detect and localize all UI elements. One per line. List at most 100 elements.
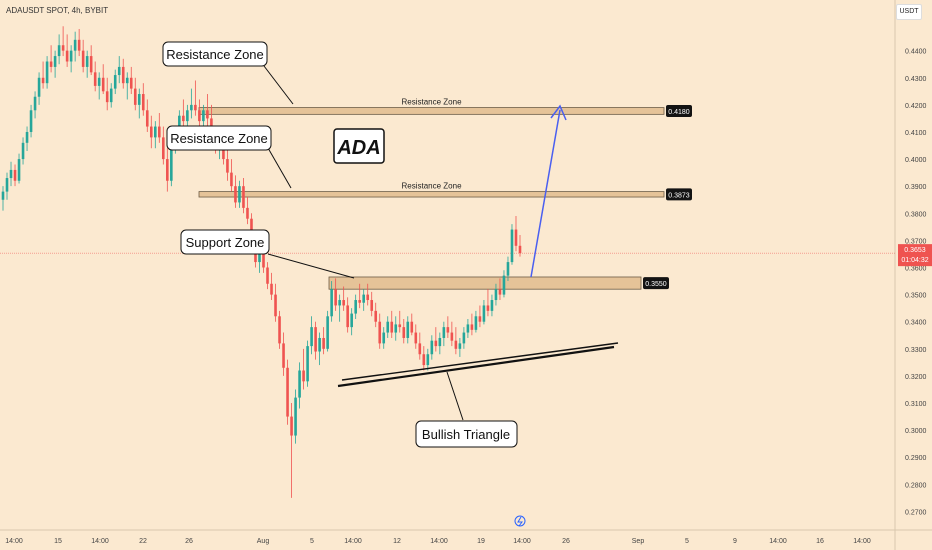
y-tick-label: 0.4100 (905, 130, 927, 137)
x-tick-label: Aug (257, 538, 270, 545)
candle-body (77, 39, 81, 51)
candle-body (470, 324, 474, 330)
candle-body (238, 186, 241, 203)
y-tick-label: 0.2700 (905, 509, 927, 516)
candle-body (194, 104, 197, 111)
candle-body (9, 169, 13, 179)
candle-body (21, 142, 25, 160)
x-tick-label: 14:00 (513, 538, 531, 545)
y-tick-label: 0.2900 (905, 455, 927, 462)
candle-body (230, 172, 233, 187)
candle-body (53, 56, 57, 67)
candle-body (37, 77, 41, 97)
candle-body (406, 321, 410, 338)
x-tick-label: 14:00 (91, 538, 109, 545)
x-tick-label: 14:00 (430, 538, 448, 545)
candle-body (478, 316, 482, 322)
candle-body (202, 110, 205, 122)
candle-body (234, 186, 237, 203)
callout-support-text: Support Zone (186, 235, 265, 250)
candle-body (362, 294, 365, 303)
candle-body (25, 131, 29, 143)
candle-body (226, 159, 229, 173)
title-box: ADA (333, 128, 385, 164)
target-arrow-head (550, 104, 567, 121)
zone-price-label: 0.3550 (645, 281, 667, 288)
candle-body (402, 327, 406, 338)
x-tick-label: 26 (562, 538, 570, 545)
zone-rect (328, 276, 642, 290)
candle-body (338, 300, 341, 306)
candle-body (414, 332, 418, 344)
x-tick-label: 14:00 (769, 538, 787, 545)
candle-body (65, 50, 69, 62)
y-tick-label: 0.2800 (905, 482, 927, 489)
candle-body (133, 88, 137, 105)
candle-body (518, 245, 522, 254)
y-tick-label: 0.4300 (905, 76, 927, 83)
candle-body (318, 337, 321, 352)
candle-body (162, 137, 165, 160)
candle-body (458, 343, 462, 349)
candle-body (266, 267, 269, 284)
candle-body (258, 251, 261, 263)
candle-body (322, 337, 325, 349)
x-tick-label: 12 (393, 538, 401, 545)
x-tick-label: 14:00 (5, 538, 23, 545)
x-tick-label: 14:00 (853, 538, 871, 545)
y-tick-label: 0.3200 (905, 374, 927, 381)
candle-body (198, 110, 201, 122)
x-tick-label: 26 (185, 538, 193, 545)
zone-price-badge (643, 277, 669, 290)
x-tick-label: 5 (685, 538, 689, 545)
target-arrow (530, 109, 561, 278)
triangle-lower-line (337, 345, 615, 388)
callout-pointer-resistance-1 (263, 65, 294, 105)
y-tick-label: 0.3300 (905, 347, 927, 354)
candle-body (442, 327, 446, 338)
candle-body (490, 300, 494, 311)
zone-rect (198, 107, 665, 115)
x-tick-label: 15 (54, 538, 62, 545)
time-axis: 14:00 15 14:00 22 26 Aug 5 14:00 12 14:00 19 14:00 2… (5, 538, 871, 545)
candle-body (97, 77, 101, 86)
candle-body (109, 88, 113, 103)
y-tick-label: 0.3900 (905, 184, 927, 191)
candle-body (466, 324, 470, 333)
candle-body (206, 110, 209, 119)
candle-body (178, 115, 181, 132)
candle-body (5, 178, 9, 192)
candle-body (1, 191, 5, 200)
candle-body (69, 50, 73, 62)
y-tick-label: 0.3000 (905, 428, 927, 435)
triangle-upper-line (341, 342, 619, 381)
y-tick-label: 0.3500 (905, 293, 927, 300)
candle-body (113, 75, 117, 89)
candle-body (45, 61, 49, 84)
candle-body (342, 300, 345, 306)
price-axis: 0.4400 0.4300 0.4200 0.4100 0.4000 0.3900 0.38… (905, 49, 927, 517)
candle-body (278, 316, 281, 344)
y-tick-label: 0.3400 (905, 320, 927, 327)
candle-body (262, 251, 265, 268)
candle-body (422, 354, 426, 366)
y-tick-label: 0.3800 (905, 211, 927, 218)
candle-body (510, 229, 514, 263)
candle-body (137, 94, 141, 105)
zone-label: Resistance Zone (401, 182, 462, 191)
candle-body (282, 343, 285, 368)
candle-body (121, 66, 125, 84)
zone-label: Resistance Zone (401, 98, 462, 107)
candle-body (153, 126, 157, 138)
x-tick-label: 5 (310, 538, 314, 545)
candle-body (73, 39, 77, 51)
y-tick-label: 0.3600 (905, 266, 927, 273)
currency-button[interactable]: USDT (896, 4, 922, 20)
candle-body (426, 354, 430, 366)
lightning-icon[interactable] (514, 515, 526, 527)
current-price-badge: 0.3653 01:04:32 (898, 244, 932, 267)
candle-body (81, 50, 85, 67)
y-tick-label: 0.4400 (905, 49, 927, 56)
x-tick-label: 19 (477, 538, 485, 545)
zone-rect (198, 191, 665, 198)
